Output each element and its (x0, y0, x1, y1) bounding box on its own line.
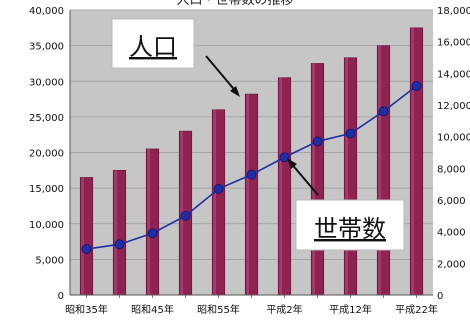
left-tick-label: 10,000 (29, 220, 64, 231)
arrowhead-population-icon (230, 86, 240, 97)
left-axis-ticks: 0 5,000 10,000 15,000 20,000 25,000 30,000 35,0… (29, 6, 64, 302)
population-bar-highlight (147, 148, 150, 295)
left-tick-label: 40,000 (29, 6, 64, 17)
household-point (378, 106, 389, 117)
x-tick-label: 平成22年 (395, 303, 438, 316)
annotation-box-population (111, 18, 195, 69)
x-tick-label: 昭和35年 (65, 303, 108, 316)
population-bar-highlight (246, 94, 249, 295)
x-tick-label: 平成2年 (266, 303, 302, 316)
annotation-arrow-population (205, 55, 239, 95)
annotation-box-households (295, 199, 405, 251)
annotation-label-population: 人口 (129, 33, 177, 61)
left-tick-label: 0 (58, 291, 64, 302)
population-bar-highlight (81, 177, 84, 295)
population-bar-highlight (345, 57, 348, 295)
household-point (246, 169, 257, 180)
left-tick-label: 35,000 (29, 42, 64, 53)
household-point (312, 136, 323, 147)
x-tick-label: 昭和55年 (197, 303, 240, 316)
population-bar-highlight (411, 27, 414, 295)
household-point (345, 128, 356, 139)
right-tick-label: 16,000 (437, 38, 470, 49)
right-tick-label: 0 (437, 291, 443, 302)
x-axis-ticks: 昭和35年 昭和45年 昭和55年 平成2年 平成12年 平成22年 (65, 295, 438, 316)
right-tick-label: 2,000 (437, 259, 466, 270)
arrowhead-households-icon (287, 158, 297, 169)
household-point (411, 81, 422, 91)
right-tick-label: 8,000 (437, 164, 466, 175)
household-point (279, 152, 290, 163)
right-tick-label: 10,000 (437, 133, 470, 144)
left-tick-label: 30,000 (29, 77, 64, 88)
right-tick-label: 18,000 (437, 6, 470, 17)
left-tick-label: 25,000 (29, 113, 64, 124)
household-point (213, 184, 224, 194)
household-point (180, 210, 191, 221)
population-bar-highlight (378, 45, 381, 295)
right-tick-label: 6,000 (437, 196, 466, 207)
population-bar-highlight (312, 63, 315, 295)
household-point (147, 228, 158, 239)
x-tick-label: 昭和45年 (131, 303, 174, 316)
left-tick-label: 20,000 (29, 149, 64, 160)
annotations: 人口 世帯数 (111, 18, 405, 251)
annotation-arrow-households (289, 161, 319, 196)
household-point (114, 239, 125, 250)
right-tick-label: 12,000 (437, 101, 470, 112)
right-tick-label: 14,000 (437, 69, 470, 80)
left-tick-label: 15,000 (29, 184, 64, 195)
left-tick-label: 5,000 (35, 255, 64, 266)
line-series-households (81, 81, 422, 254)
right-axis-ticks: 0 2,000 4,000 6,000 8,000 10,000 12,000 14,000 1… (437, 6, 470, 302)
population-bar-highlight (213, 109, 216, 295)
population-bar-highlight (114, 170, 117, 295)
x-tick-label: 平成12年 (329, 303, 372, 316)
household-point (81, 244, 92, 254)
chart-title: 人口・世帯数の推移 (176, 0, 293, 8)
population-bar-highlight (279, 77, 282, 295)
annotation-label-households: 世帯数 (314, 215, 386, 243)
right-tick-label: 4,000 (437, 228, 466, 239)
